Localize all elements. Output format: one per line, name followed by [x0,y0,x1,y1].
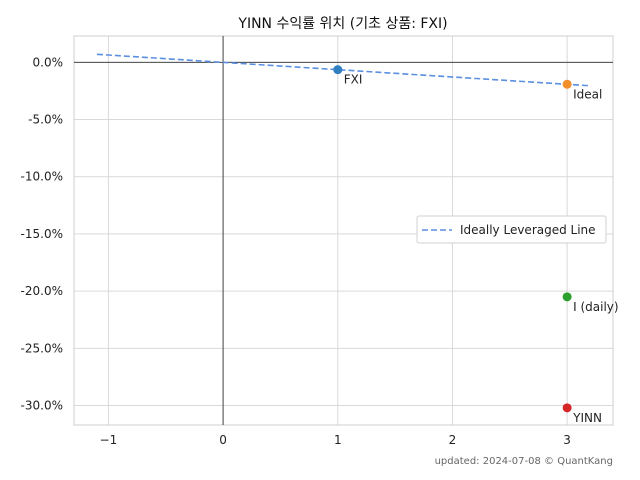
point-label: Ideal [573,87,602,101]
y-tick-label: -25.0% [21,341,63,355]
legend: Ideally Leveraged Line [416,215,607,244]
x-tick-labels: −1 0 1 2 3 [100,433,571,447]
axes [73,35,614,426]
y-tick-label: -20.0% [21,284,63,298]
legend-label: Ideally Leveraged Line [460,223,596,237]
point-label: FXI [344,73,363,87]
legend-box [416,215,607,244]
x-tick-label: −1 [100,433,118,447]
ideal-leveraged-line [96,53,591,87]
x-tick-label: 2 [449,433,457,447]
y-tick-label: -15.0% [21,227,63,241]
data-point [562,403,572,413]
data-point [562,79,572,89]
x-tick-label: 0 [219,433,227,447]
footer-credit: updated: 2024-07-08 © QuantKang [435,456,613,467]
plot-frame [73,35,614,426]
x-tick-label: 1 [334,433,342,447]
x-tick-label: 3 [563,433,571,447]
data-series: FXI Ideal I (daily) YINN [96,53,619,425]
y-tick-label: 0.0% [33,55,64,69]
point-label: I (daily) [573,300,618,314]
y-tick-label: -10.0% [21,170,63,184]
data-point [333,65,343,75]
chart-title: YINN 수익률 위치 (기초 상품: FXI) [237,16,447,32]
y-tick-label: -30.0% [21,399,63,413]
y-tick-label: -5.0% [28,113,63,127]
data-point [562,292,572,302]
y-tick-labels: 0.0% -5.0% -10.0% -15.0% -20.0% -25.0% -30.0% [21,55,63,412]
point-label: YINN [572,411,602,425]
